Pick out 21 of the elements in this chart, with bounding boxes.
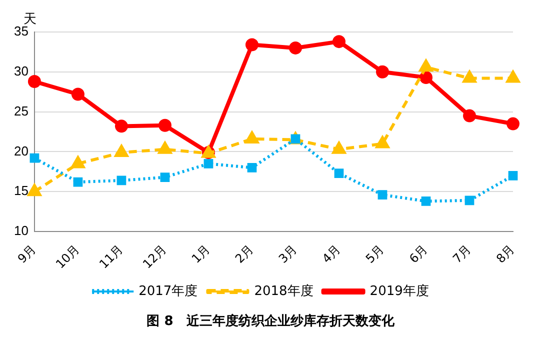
x-tick-label: 1月	[189, 242, 213, 266]
x-tick-label: 3月	[276, 242, 300, 266]
y-tick-label: 30	[14, 63, 28, 78]
x-tick-label: 5月	[363, 242, 387, 266]
text: 图 8 近三年度纺织企业纱库存折天数变化	[146, 312, 396, 330]
x-tick-label: 6月	[406, 242, 430, 266]
x-tick-label: 9月	[15, 242, 39, 266]
x-tick-label: 10月	[53, 242, 82, 272]
y-tick-label: 10	[14, 223, 28, 238]
legend-label: 2017年度	[138, 282, 198, 299]
x-tick-label: 8月	[494, 242, 518, 266]
y-tick-label: 20	[14, 143, 28, 158]
legend-label: 2019年度	[370, 282, 429, 299]
x-tick-label: 12月	[140, 242, 170, 272]
x-tick-label: 7月	[450, 242, 474, 266]
y-tick-label: 15	[14, 183, 28, 198]
x-tick-label: 2月	[232, 242, 256, 266]
legend-label: 2018年度	[254, 282, 314, 299]
y-tick-label: 25	[14, 103, 28, 118]
x-tick-label: 11月	[96, 242, 126, 272]
x-tick-label: 4月	[320, 242, 344, 266]
